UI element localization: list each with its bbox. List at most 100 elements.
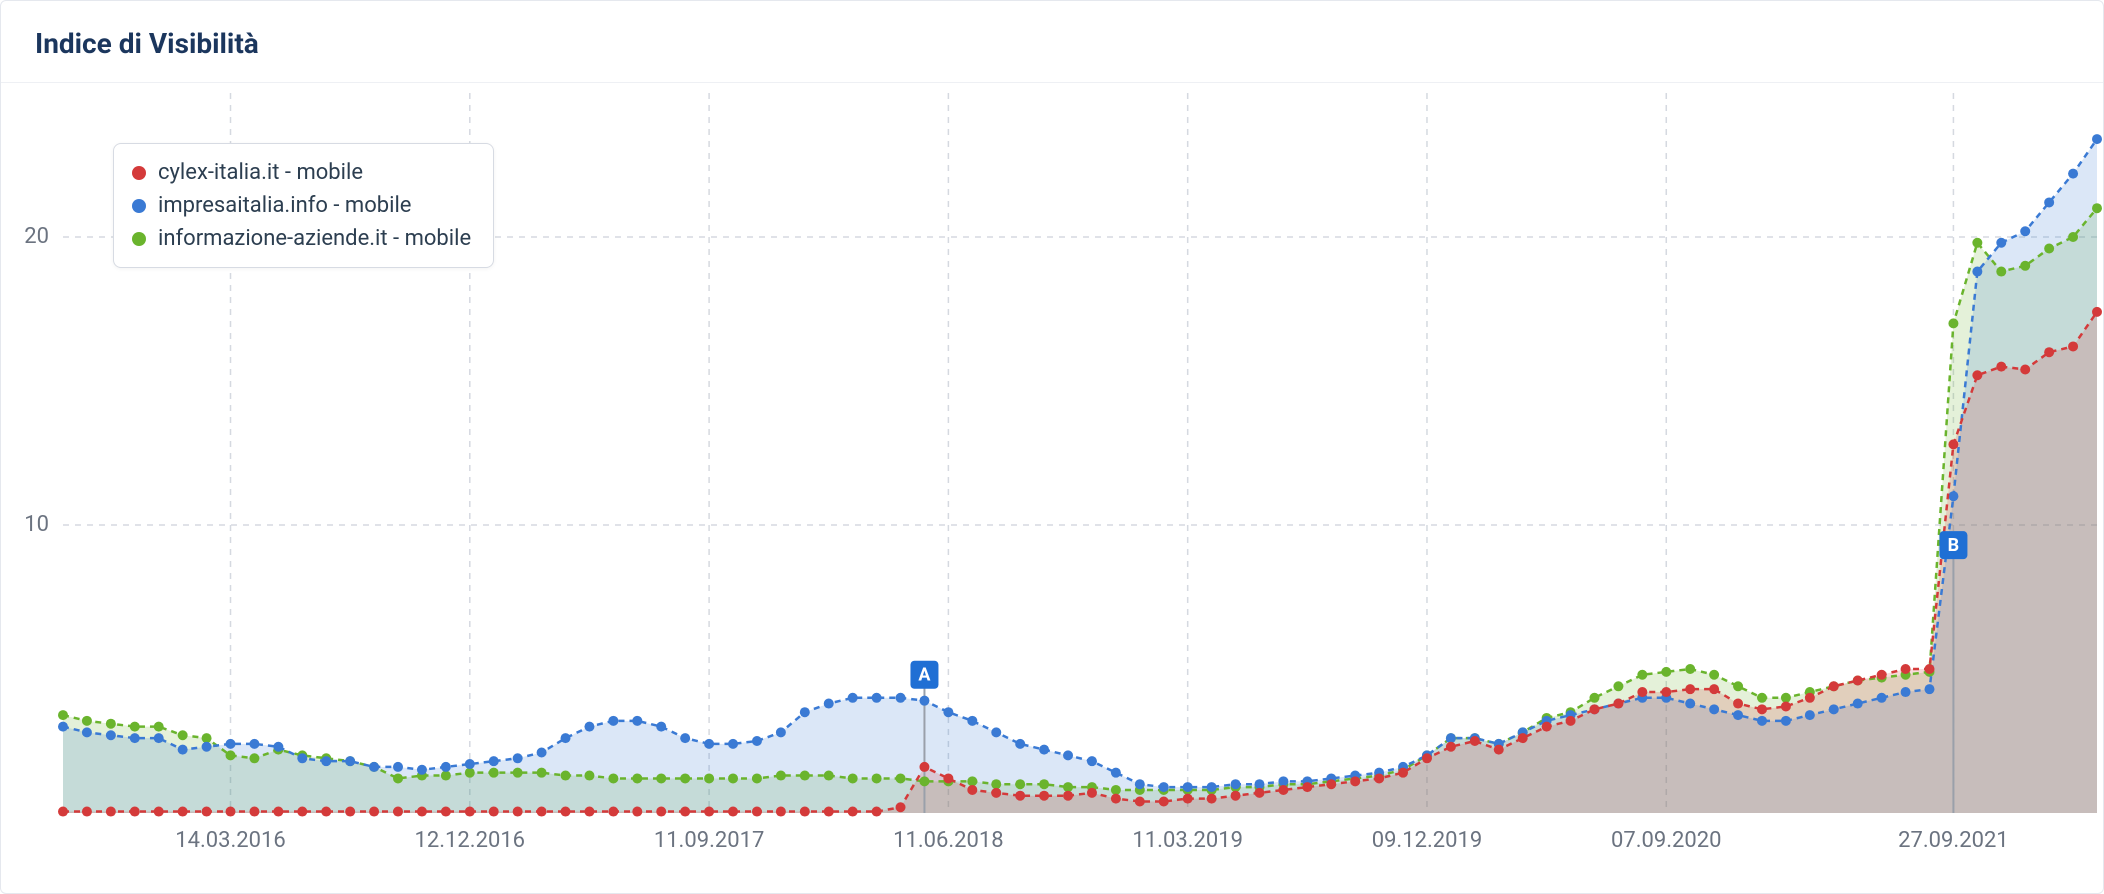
data-point[interactable] (1446, 733, 1456, 743)
data-point[interactable] (824, 807, 834, 817)
data-point[interactable] (656, 807, 666, 817)
data-point[interactable] (704, 807, 714, 817)
data-point[interactable] (1231, 791, 1241, 801)
data-point[interactable] (441, 807, 451, 817)
data-point[interactable] (178, 730, 188, 740)
data-point[interactable] (2068, 341, 2078, 351)
data-point[interactable] (752, 807, 762, 817)
data-point[interactable] (82, 727, 92, 737)
data-point[interactable] (154, 733, 164, 743)
data-point[interactable] (1996, 362, 2006, 372)
data-point[interactable] (1470, 736, 1480, 746)
data-point[interactable] (58, 722, 68, 732)
data-point[interactable] (1613, 699, 1623, 709)
data-point[interactable] (1111, 768, 1121, 778)
data-point[interactable] (1111, 785, 1121, 795)
data-point[interactable] (1494, 745, 1504, 755)
data-point[interactable] (417, 807, 427, 817)
data-point[interactable] (2092, 307, 2102, 317)
data-point[interactable] (345, 756, 355, 766)
data-point[interactable] (1948, 439, 1958, 449)
data-point[interactable] (919, 696, 929, 706)
data-point[interactable] (728, 773, 738, 783)
data-point[interactable] (513, 753, 523, 763)
data-point[interactable] (704, 739, 714, 749)
data-point[interactable] (273, 807, 283, 817)
data-point[interactable] (561, 807, 571, 817)
data-point[interactable] (1781, 701, 1791, 711)
data-point[interactable] (537, 768, 547, 778)
data-point[interactable] (1183, 782, 1193, 792)
data-point[interactable] (226, 807, 236, 817)
data-point[interactable] (848, 773, 858, 783)
data-point[interactable] (1039, 791, 1049, 801)
data-point[interactable] (1063, 791, 1073, 801)
data-point[interactable] (1829, 681, 1839, 691)
data-point[interactable] (345, 807, 355, 817)
data-point[interactable] (1135, 796, 1145, 806)
data-point[interactable] (154, 807, 164, 817)
data-point[interactable] (321, 756, 331, 766)
data-point[interactable] (82, 807, 92, 817)
data-point[interactable] (82, 716, 92, 726)
data-point[interactable] (776, 807, 786, 817)
data-point[interactable] (704, 773, 714, 783)
data-point[interactable] (2068, 169, 2078, 179)
data-point[interactable] (2020, 226, 2030, 236)
data-point[interactable] (1948, 318, 1958, 328)
data-point[interactable] (369, 807, 379, 817)
data-point[interactable] (1948, 491, 1958, 501)
data-point[interactable] (273, 742, 283, 752)
data-point[interactable] (369, 762, 379, 772)
data-point[interactable] (1685, 664, 1695, 674)
data-point[interactable] (680, 733, 690, 743)
data-point[interactable] (1207, 794, 1217, 804)
data-point[interactable] (202, 733, 212, 743)
data-point[interactable] (297, 807, 307, 817)
data-point[interactable] (2020, 364, 2030, 374)
data-point[interactable] (632, 716, 642, 726)
data-point[interactable] (1589, 704, 1599, 714)
data-point[interactable] (584, 722, 594, 732)
data-point[interactable] (776, 727, 786, 737)
data-point[interactable] (1087, 788, 1097, 798)
data-point[interactable] (1063, 782, 1073, 792)
data-point[interactable] (872, 773, 882, 783)
data-point[interactable] (1805, 693, 1815, 703)
data-point[interactable] (919, 762, 929, 772)
data-point[interactable] (178, 745, 188, 755)
data-point[interactable] (1542, 722, 1552, 732)
data-point[interactable] (1015, 739, 1025, 749)
data-point[interactable] (537, 807, 547, 817)
data-point[interactable] (1254, 779, 1264, 789)
data-point[interactable] (1685, 699, 1695, 709)
data-point[interactable] (2068, 232, 2078, 242)
data-point[interactable] (489, 768, 499, 778)
data-point[interactable] (1183, 794, 1193, 804)
data-point[interactable] (728, 807, 738, 817)
data-point[interactable] (1853, 699, 1863, 709)
data-point[interactable] (608, 807, 618, 817)
data-point[interactable] (991, 779, 1001, 789)
data-point[interactable] (1781, 716, 1791, 726)
data-point[interactable] (800, 707, 810, 717)
data-point[interactable] (1254, 788, 1264, 798)
data-point[interactable] (537, 748, 547, 758)
data-point[interactable] (967, 776, 977, 786)
data-point[interactable] (226, 750, 236, 760)
data-point[interactable] (513, 807, 523, 817)
data-point[interactable] (943, 773, 953, 783)
data-point[interactable] (106, 719, 116, 729)
data-point[interactable] (1709, 704, 1719, 714)
data-point[interactable] (1901, 664, 1911, 674)
data-point[interactable] (800, 807, 810, 817)
data-point[interactable] (1661, 687, 1671, 697)
data-point[interactable] (1733, 699, 1743, 709)
data-point[interactable] (393, 807, 403, 817)
data-point[interactable] (752, 773, 762, 783)
data-point[interactable] (608, 716, 618, 726)
data-point[interactable] (1685, 684, 1695, 694)
data-point[interactable] (1446, 742, 1456, 752)
data-point[interactable] (608, 773, 618, 783)
data-point[interactable] (1518, 733, 1528, 743)
